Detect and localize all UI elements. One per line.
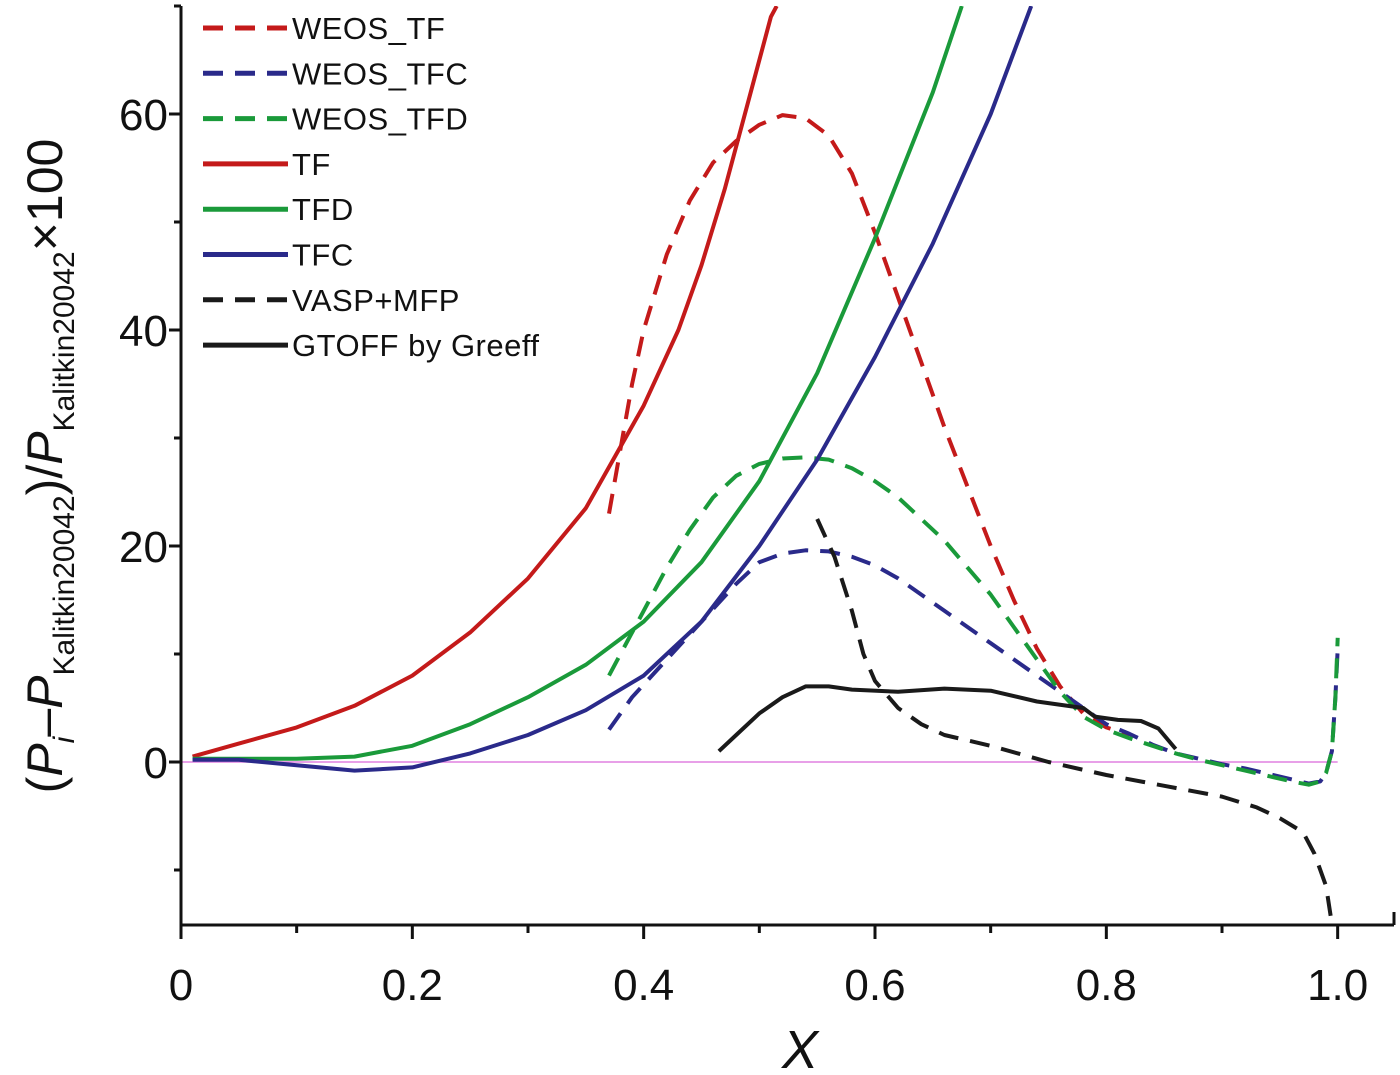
axes-group: [179, 6, 1396, 927]
y-title-subscript-ref-2: Kalitkin20042: [48, 251, 81, 431]
series-line-vasp-mfp: [815, 518, 1334, 925]
series-line-weos-tfc: [607, 548, 1340, 786]
y-tick-label: 20: [119, 523, 168, 572]
x-tick-label: 1.0: [1307, 961, 1368, 1010]
series-line-gtoff-by-greeff: [717, 684, 1178, 753]
series-group: [192, 6, 1340, 925]
series-line-tfd: [192, 6, 964, 761]
series-line-tf: [192, 6, 779, 759]
legend-label-vasp-mfp: VASP+MFP: [292, 283, 460, 318]
y-title-close-slash: )/: [17, 465, 73, 496]
x-tick-label: 0.8: [1076, 961, 1137, 1010]
x-tick-label: 0.2: [382, 961, 443, 1010]
y-title-p-symbol-3: P: [17, 431, 73, 465]
y-tick-label: 60: [119, 91, 168, 140]
x-tick-label: 0.4: [613, 961, 674, 1010]
legend-label-tfd: TFD: [292, 192, 354, 227]
y-axis-title: (Pi–PKalitkin20042)/PKalitkin20042×100: [17, 139, 81, 794]
legend-label-tf: TF: [292, 147, 331, 182]
legend-label-tfc: TFC: [292, 238, 354, 273]
y-title-subscript-i: i: [48, 735, 81, 743]
x-tick-label: 0: [169, 961, 193, 1010]
x-axis-title: X: [780, 1020, 820, 1075]
legend-label-weos-tfc: WEOS_TFC: [292, 56, 468, 91]
series-line-weos-tfd: [607, 455, 1340, 787]
y-tick-label: 40: [119, 307, 168, 356]
series-line-tfc: [192, 6, 1034, 773]
y-title-subscript-ref: Kalitkin20042: [48, 495, 81, 675]
y-title-p-symbol-2: P: [17, 675, 73, 709]
y-title-p-symbol: P: [17, 743, 73, 777]
y-title-open-paren: (: [17, 776, 73, 793]
legend-label-weos-tfd: WEOS_TFD: [292, 102, 468, 137]
legend: WEOS_TF WEOS_TFC WEOS_TFD TF TFD TFC VASP+MFP G…: [203, 11, 540, 363]
legend-label-gtoff-by-greeff: GTOFF by Greeff: [292, 328, 540, 363]
ticks-group: 0 0.2 0.4 0.6 0.8 1.0 0 20 40 60: [119, 4, 1368, 1010]
y-title-times-100: ×100: [17, 139, 73, 252]
y-tick-label: 0: [144, 739, 168, 788]
y-title-minus: –: [17, 709, 73, 737]
series-line-weos-tf: [607, 113, 1131, 737]
legend-label-weos-tf: WEOS_TF: [292, 11, 445, 46]
x-tick-label: 0.6: [844, 961, 905, 1010]
